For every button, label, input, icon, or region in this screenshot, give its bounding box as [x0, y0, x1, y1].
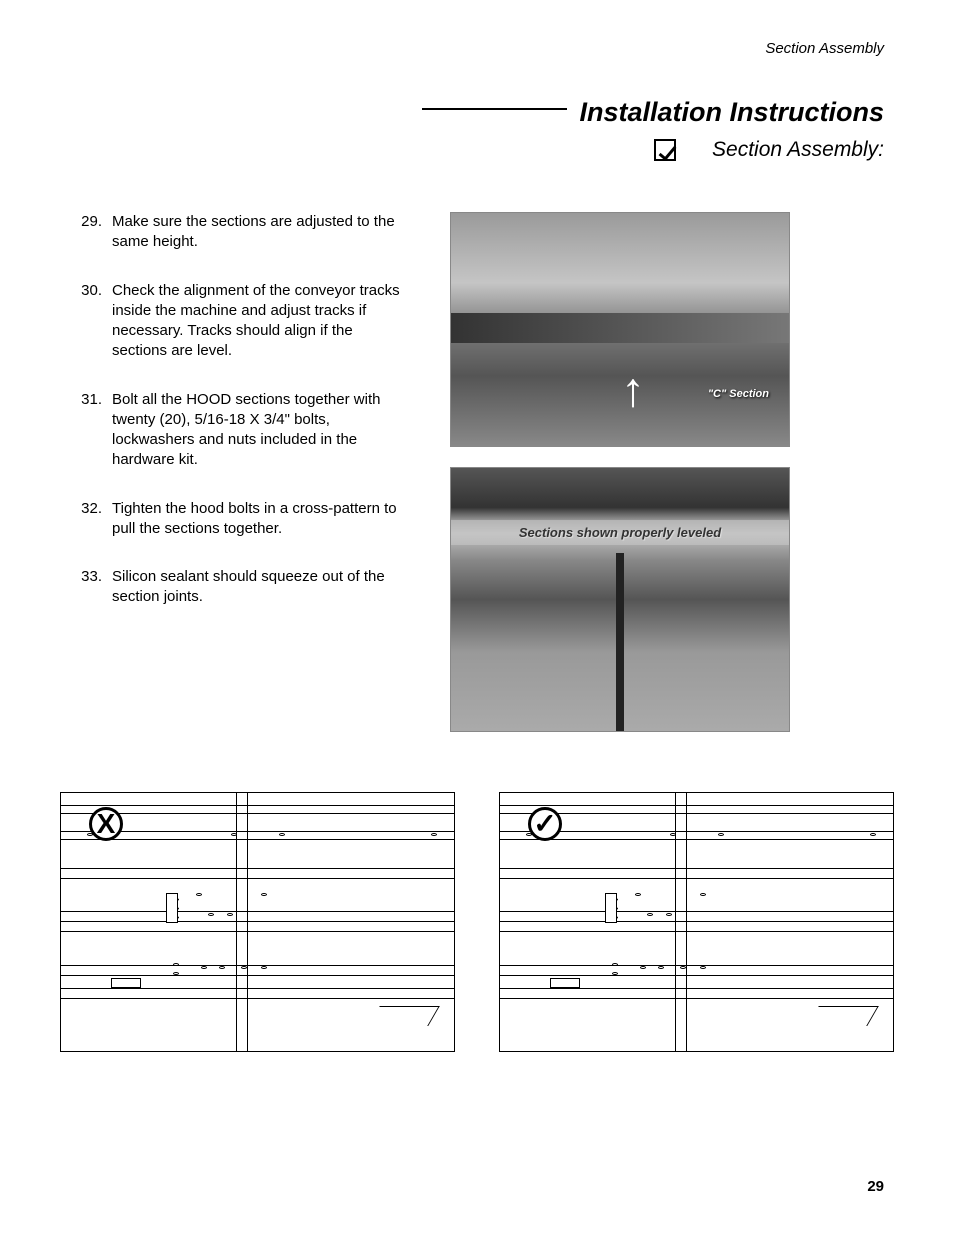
arrow-up-icon: ↑ [621, 363, 645, 418]
check-indicator-icon: ✓ [528, 807, 562, 841]
instruction-text: Check the alignment of the conveyor trac… [112, 281, 410, 362]
instruction-item: 33. Silicon sealant should squeeze out o… [80, 567, 410, 608]
photo-leveled-sections: Sections shown properly leveled [450, 467, 790, 732]
instruction-item: 29. Make sure the sections are adjusted … [80, 212, 410, 253]
small-rect [111, 978, 141, 988]
subtitle: Section Assembly: [712, 138, 884, 161]
images-column: ↑ "C" Section Sections shown properly le… [450, 212, 894, 732]
instruction-text: Tighten the hood bolts in a cross-patter… [112, 499, 410, 540]
main-title: Installation Instructions [579, 97, 884, 128]
page-number: 29 [867, 1178, 884, 1195]
instruction-item: 31. Bolt all the HOOD sections together … [80, 390, 410, 471]
content-row: 29. Make sure the sections are adjusted … [60, 212, 894, 732]
c-section-label: "C" Section [708, 388, 769, 400]
checkbox-icon [654, 139, 676, 161]
x-indicator-icon: X [89, 807, 123, 841]
instruction-item: 32. Tighten the hood bolts in a cross-pa… [80, 499, 410, 540]
check-mark: ✓ [533, 810, 556, 838]
subtitle-row: Section Assembly: [60, 138, 894, 162]
instruction-number: 32. [80, 499, 112, 540]
small-rect [166, 893, 178, 923]
instruction-text: Make sure the sections are adjusted to t… [112, 212, 410, 253]
title-row: Installation Instructions [60, 97, 894, 128]
header-section-label: Section Assembly [60, 40, 894, 57]
photo-c-section: ↑ "C" Section [450, 212, 790, 447]
x-mark: X [97, 810, 116, 838]
instruction-item: 30. Check the alignment of the conveyor … [80, 281, 410, 362]
instructions-column: 29. Make sure the sections are adjusted … [60, 212, 410, 732]
small-rect [605, 893, 617, 923]
curve-line [807, 1006, 879, 1026]
instruction-number: 29. [80, 212, 112, 253]
small-rect [550, 978, 580, 988]
diagrams-row: X ✓ [60, 792, 894, 1052]
curve-line [368, 1006, 440, 1026]
leveled-label: Sections shown properly leveled [451, 520, 789, 545]
instruction-number: 33. [80, 567, 112, 608]
diagram-incorrect: X [60, 792, 455, 1052]
instruction-number: 31. [80, 390, 112, 471]
instruction-text: Silicon sealant should squeeze out of th… [112, 567, 410, 608]
instruction-number: 30. [80, 281, 112, 362]
instruction-text: Bolt all the HOOD sections together with… [112, 390, 410, 471]
title-underline [422, 108, 567, 110]
diagram-correct: ✓ [499, 792, 894, 1052]
